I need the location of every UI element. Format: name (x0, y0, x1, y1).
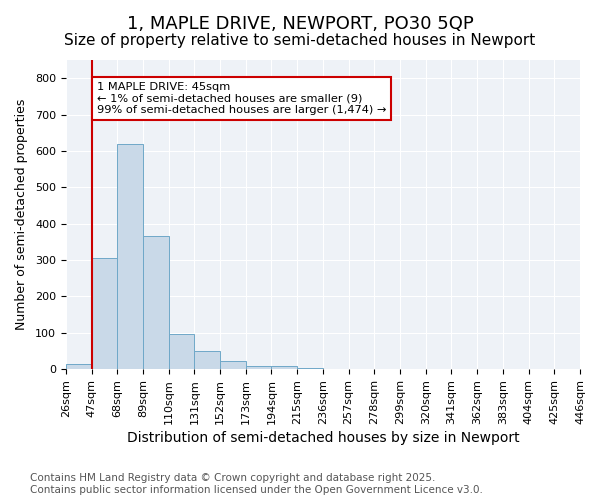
Bar (117, 144, 143, 369)
Text: Contains HM Land Registry data © Crown copyright and database right 2025.
Contai: Contains HM Land Registry data © Crown c… (30, 474, 483, 495)
Bar (143, 236, 169, 369)
Bar (246, 366, 271, 369)
Text: Size of property relative to semi-detached houses in Newport: Size of property relative to semi-detach… (64, 32, 536, 48)
Bar (92, 258, 117, 369)
Y-axis label: Number of semi-detached properties: Number of semi-detached properties (15, 99, 28, 330)
Text: 1 MAPLE DRIVE: 45sqm
← 1% of semi-detached houses are smaller (9)
99% of semi-de: 1 MAPLE DRIVE: 45sqm ← 1% of semi-detach… (97, 82, 386, 115)
Bar (194, 351, 220, 369)
Bar (169, 334, 194, 369)
X-axis label: Distribution of semi-detached houses by size in Newport: Distribution of semi-detached houses by … (127, 431, 519, 445)
Bar (220, 361, 246, 369)
Bar (297, 368, 323, 369)
Bar (66, 364, 92, 369)
Bar (271, 366, 297, 369)
Text: 1, MAPLE DRIVE, NEWPORT, PO30 5QP: 1, MAPLE DRIVE, NEWPORT, PO30 5QP (127, 15, 473, 33)
